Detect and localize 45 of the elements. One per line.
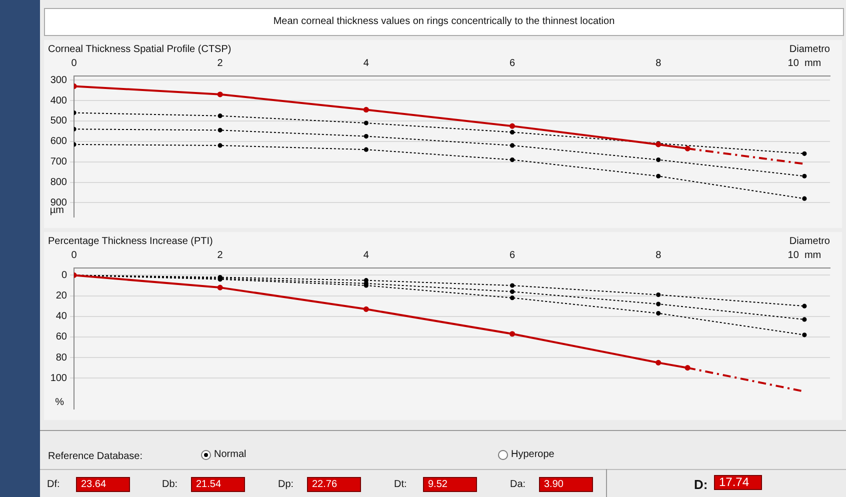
x-tick-label: 10 mm [788,250,822,261]
chart-title: Mean corneal thickness values on rings concentrically to the thinnest location [44,8,844,36]
y-tick-label: 60 [56,332,68,343]
x-tick-label: 10 mm [788,58,822,69]
x-axis-title: Diametro [789,44,830,55]
text: Hyperope [511,449,554,460]
x-tick-label: 6 [509,250,516,261]
x-tick-label: 0 [71,58,78,69]
x-tick-label: 4 [363,58,370,69]
y-tick-label: 500 [50,116,68,127]
y-tick-label: 400 [50,95,68,106]
y-tick-label: 80 [56,352,68,364]
text: Reference Database: [48,451,143,462]
x-tick-label: 8 [656,58,662,69]
text: 23.64 [76,477,130,492]
text: Db: [162,479,178,490]
y-tick-label: 600 [50,136,68,148]
x-tick-label: 0 [71,250,78,261]
chart-subtitle: Corneal Thickness Spatial Profile (CTSP) [48,44,232,55]
y-tick-label: 700 [50,156,68,168]
text: D: [694,477,708,492]
y-tick-label: 300 [50,74,68,86]
text: Normal [214,449,246,460]
x-tick-label: 4 [363,250,370,261]
chart-title: Percentage Thickness Increase (PTI) [48,236,213,247]
text: Dp: [278,479,294,490]
y-tick-label: 40 [56,311,68,322]
text: Df: [47,479,60,490]
x-tick-label: 6 [509,58,516,69]
text: 9.52 [423,477,477,492]
x-tick-label: 8 [656,250,662,261]
text: 21.54 [191,477,245,492]
text: Dt: [394,479,407,490]
y-tick-label: 100 [50,372,68,384]
text: 3.90 [539,477,593,492]
text: Da: [510,479,526,490]
y-tick-label: 800 [50,177,68,188]
text: 17.74 [714,475,762,490]
y-axis-title: % [55,396,64,408]
x-tick-label: 2 [217,250,224,261]
y-tick-label: 0 [61,270,68,281]
text: 22.76 [307,477,361,492]
x-tick-label: 2 [217,58,224,69]
x-axis-title: Diametro [789,236,830,247]
y-tick-label: 20 [56,290,68,302]
